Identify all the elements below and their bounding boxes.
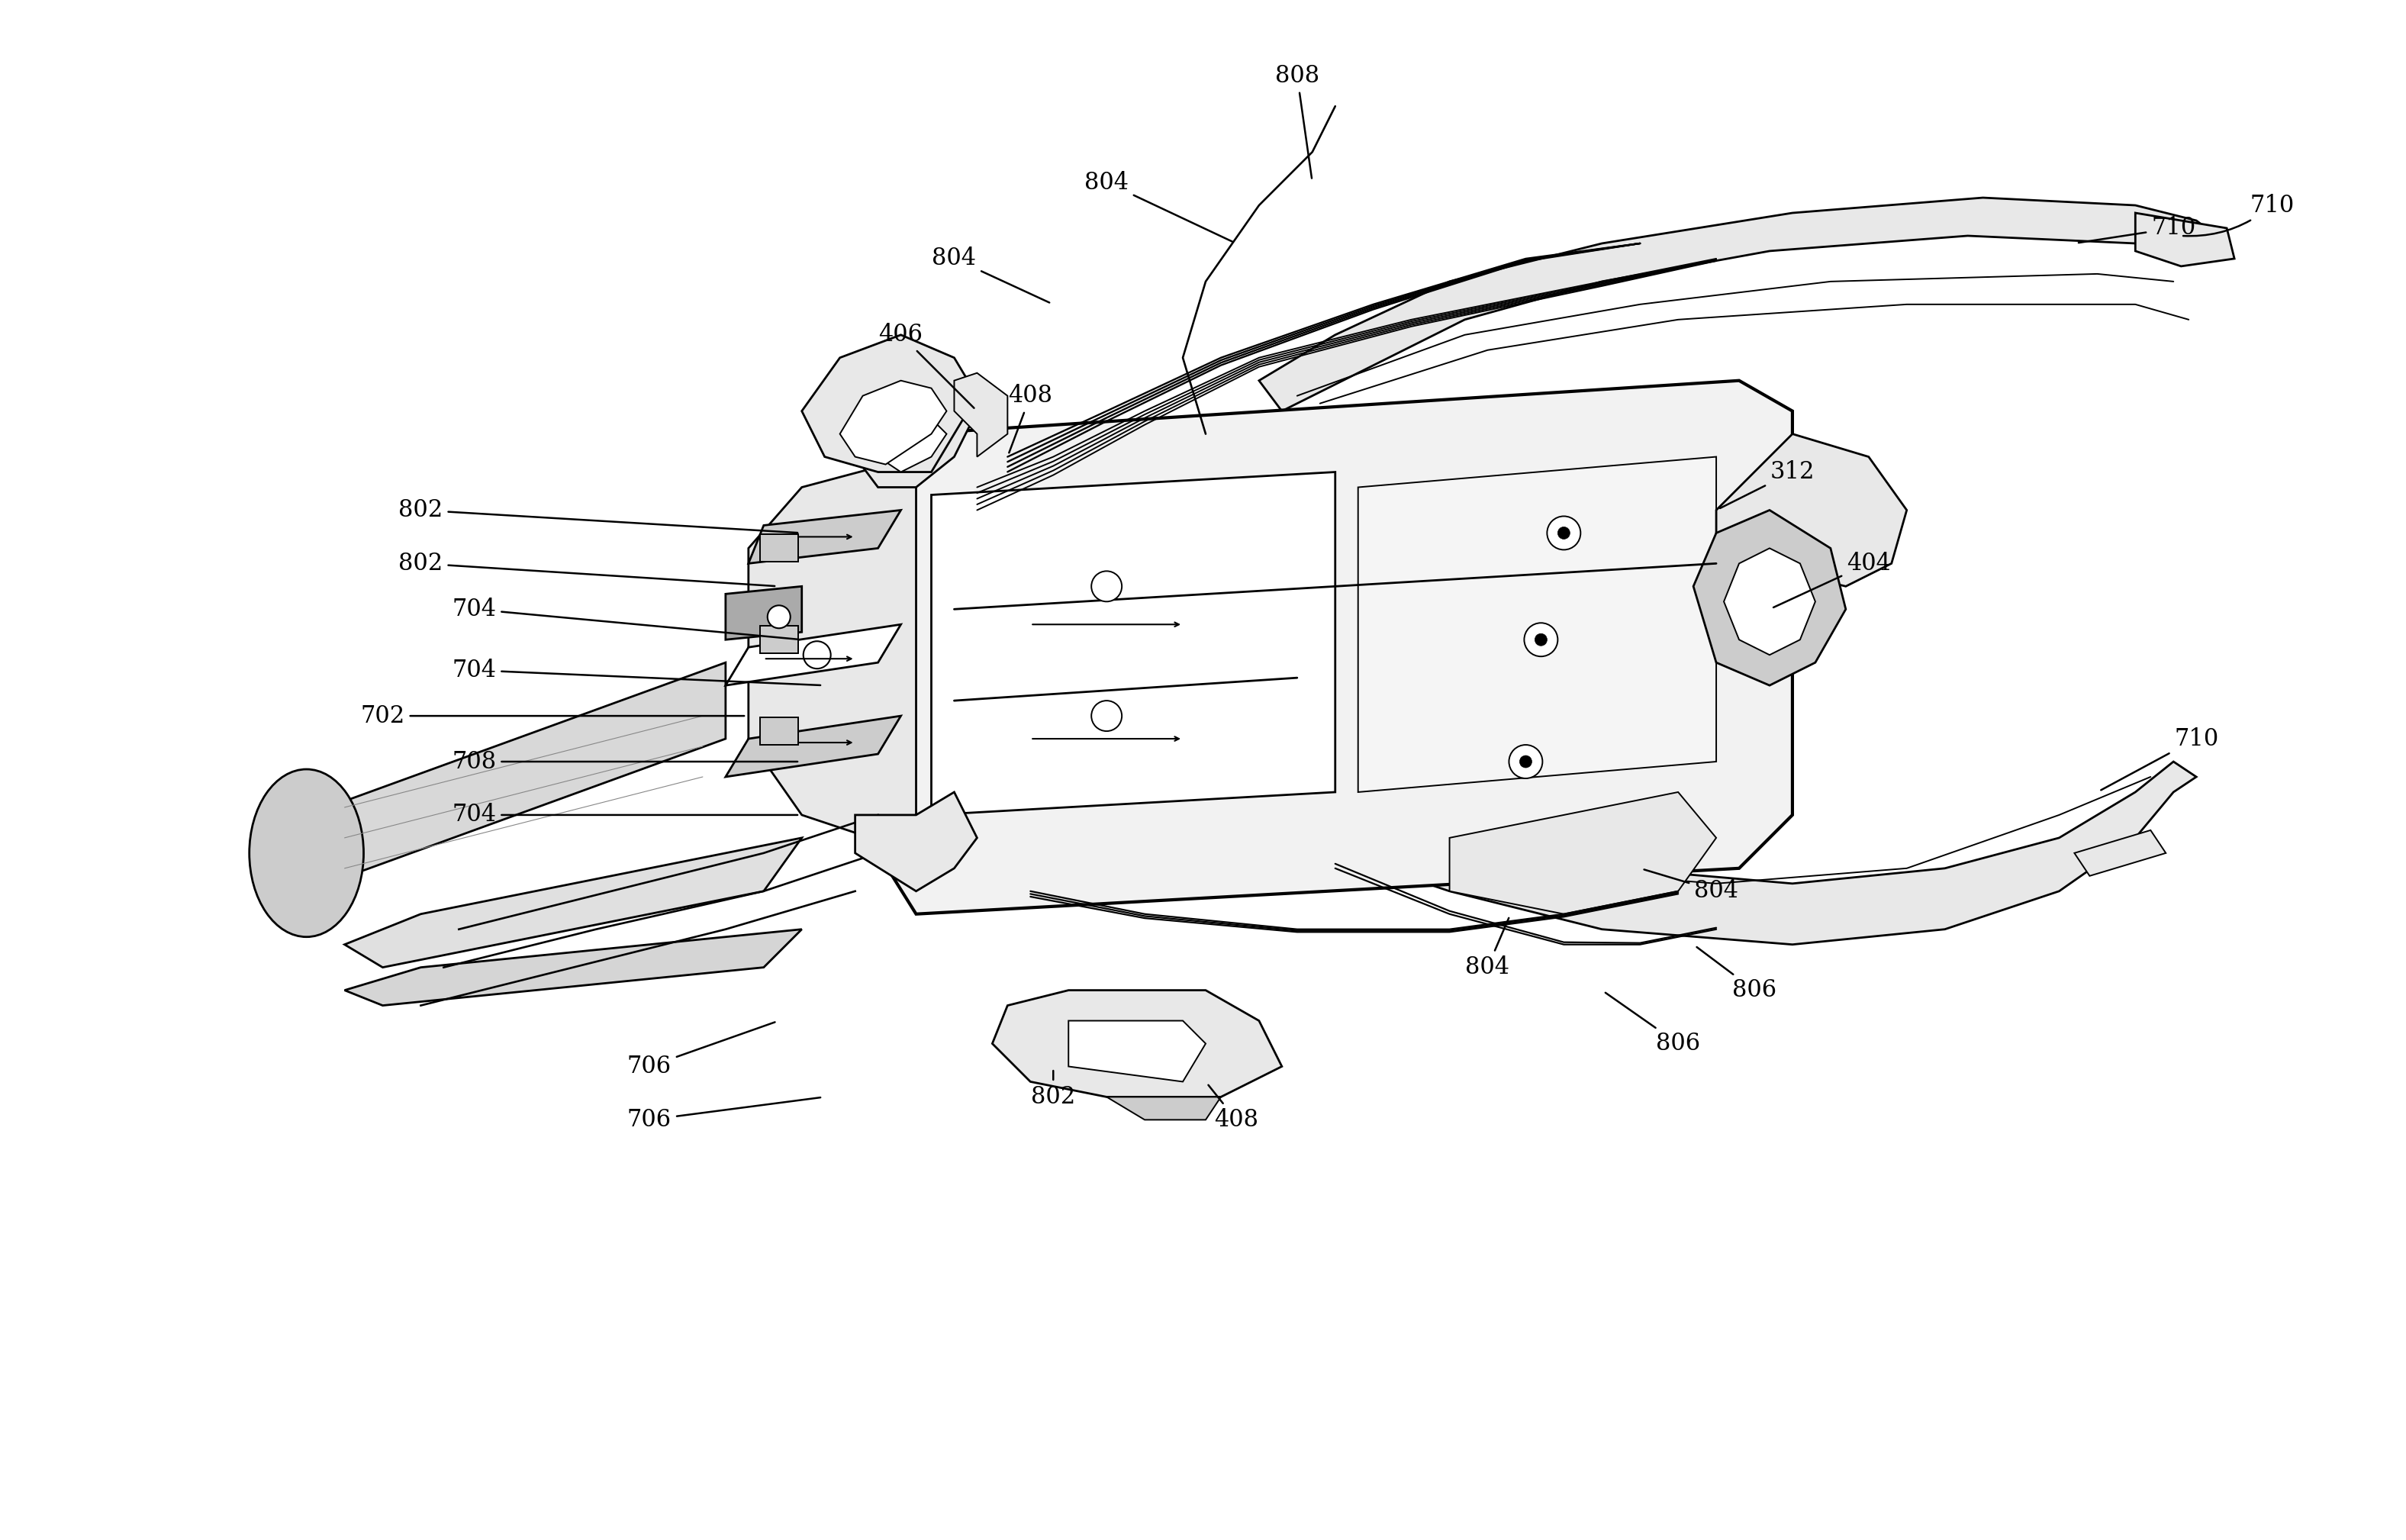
FancyBboxPatch shape — [760, 625, 799, 653]
Text: 706: 706 — [628, 1098, 820, 1132]
Text: 806: 806 — [1605, 993, 1701, 1055]
Text: 408: 408 — [1008, 383, 1051, 453]
Circle shape — [1535, 633, 1547, 645]
Polygon shape — [955, 373, 1008, 457]
Polygon shape — [306, 662, 727, 892]
Polygon shape — [801, 334, 977, 473]
Text: 702: 702 — [361, 704, 743, 728]
Ellipse shape — [250, 770, 363, 936]
Polygon shape — [878, 380, 1792, 915]
Circle shape — [1523, 622, 1557, 656]
Text: 802: 802 — [399, 551, 775, 587]
Circle shape — [804, 641, 830, 668]
Text: 710: 710 — [2182, 194, 2293, 236]
Polygon shape — [748, 510, 900, 564]
Text: 408: 408 — [1208, 1086, 1258, 1132]
Text: 804: 804 — [931, 246, 1049, 302]
Text: 802: 802 — [1032, 1070, 1075, 1109]
Polygon shape — [1723, 548, 1814, 655]
Text: 802: 802 — [399, 499, 796, 533]
Polygon shape — [344, 929, 801, 1006]
Polygon shape — [1694, 510, 1845, 685]
FancyBboxPatch shape — [760, 534, 799, 562]
Polygon shape — [854, 380, 977, 487]
Text: 704: 704 — [452, 658, 820, 685]
Polygon shape — [727, 716, 900, 776]
Text: 312: 312 — [1720, 460, 1814, 508]
Text: 804: 804 — [1465, 918, 1509, 979]
Polygon shape — [878, 419, 946, 473]
Text: 804: 804 — [1085, 171, 1232, 242]
Polygon shape — [840, 380, 946, 465]
Polygon shape — [1107, 1096, 1220, 1120]
Text: 804: 804 — [1643, 870, 1740, 902]
FancyBboxPatch shape — [760, 718, 799, 745]
Text: 706: 706 — [628, 1023, 775, 1078]
Text: 704: 704 — [452, 598, 796, 639]
Polygon shape — [727, 587, 801, 639]
Text: 806: 806 — [1696, 947, 1776, 1003]
Text: 710: 710 — [2100, 727, 2218, 790]
Polygon shape — [2074, 830, 2165, 876]
Circle shape — [1521, 756, 1533, 768]
Circle shape — [1557, 527, 1571, 539]
Polygon shape — [2137, 213, 2235, 266]
Polygon shape — [1258, 197, 2228, 411]
Circle shape — [1092, 701, 1121, 732]
Circle shape — [768, 605, 789, 628]
Text: 704: 704 — [452, 804, 796, 827]
Polygon shape — [1068, 1021, 1205, 1081]
Polygon shape — [748, 457, 917, 853]
Polygon shape — [854, 792, 977, 892]
Circle shape — [1509, 745, 1542, 778]
Polygon shape — [1448, 792, 1715, 915]
Polygon shape — [1357, 457, 1715, 792]
Polygon shape — [931, 473, 1335, 815]
Polygon shape — [727, 624, 900, 685]
Polygon shape — [344, 838, 801, 967]
Polygon shape — [1715, 434, 1906, 587]
Text: 708: 708 — [452, 750, 796, 773]
Circle shape — [1092, 571, 1121, 602]
Text: 406: 406 — [878, 323, 974, 408]
Polygon shape — [1297, 762, 2197, 944]
Text: 404: 404 — [1773, 551, 1891, 607]
Text: 808: 808 — [1275, 65, 1318, 179]
Text: 710: 710 — [2079, 216, 2197, 243]
Circle shape — [1547, 516, 1581, 550]
Polygon shape — [991, 990, 1282, 1096]
